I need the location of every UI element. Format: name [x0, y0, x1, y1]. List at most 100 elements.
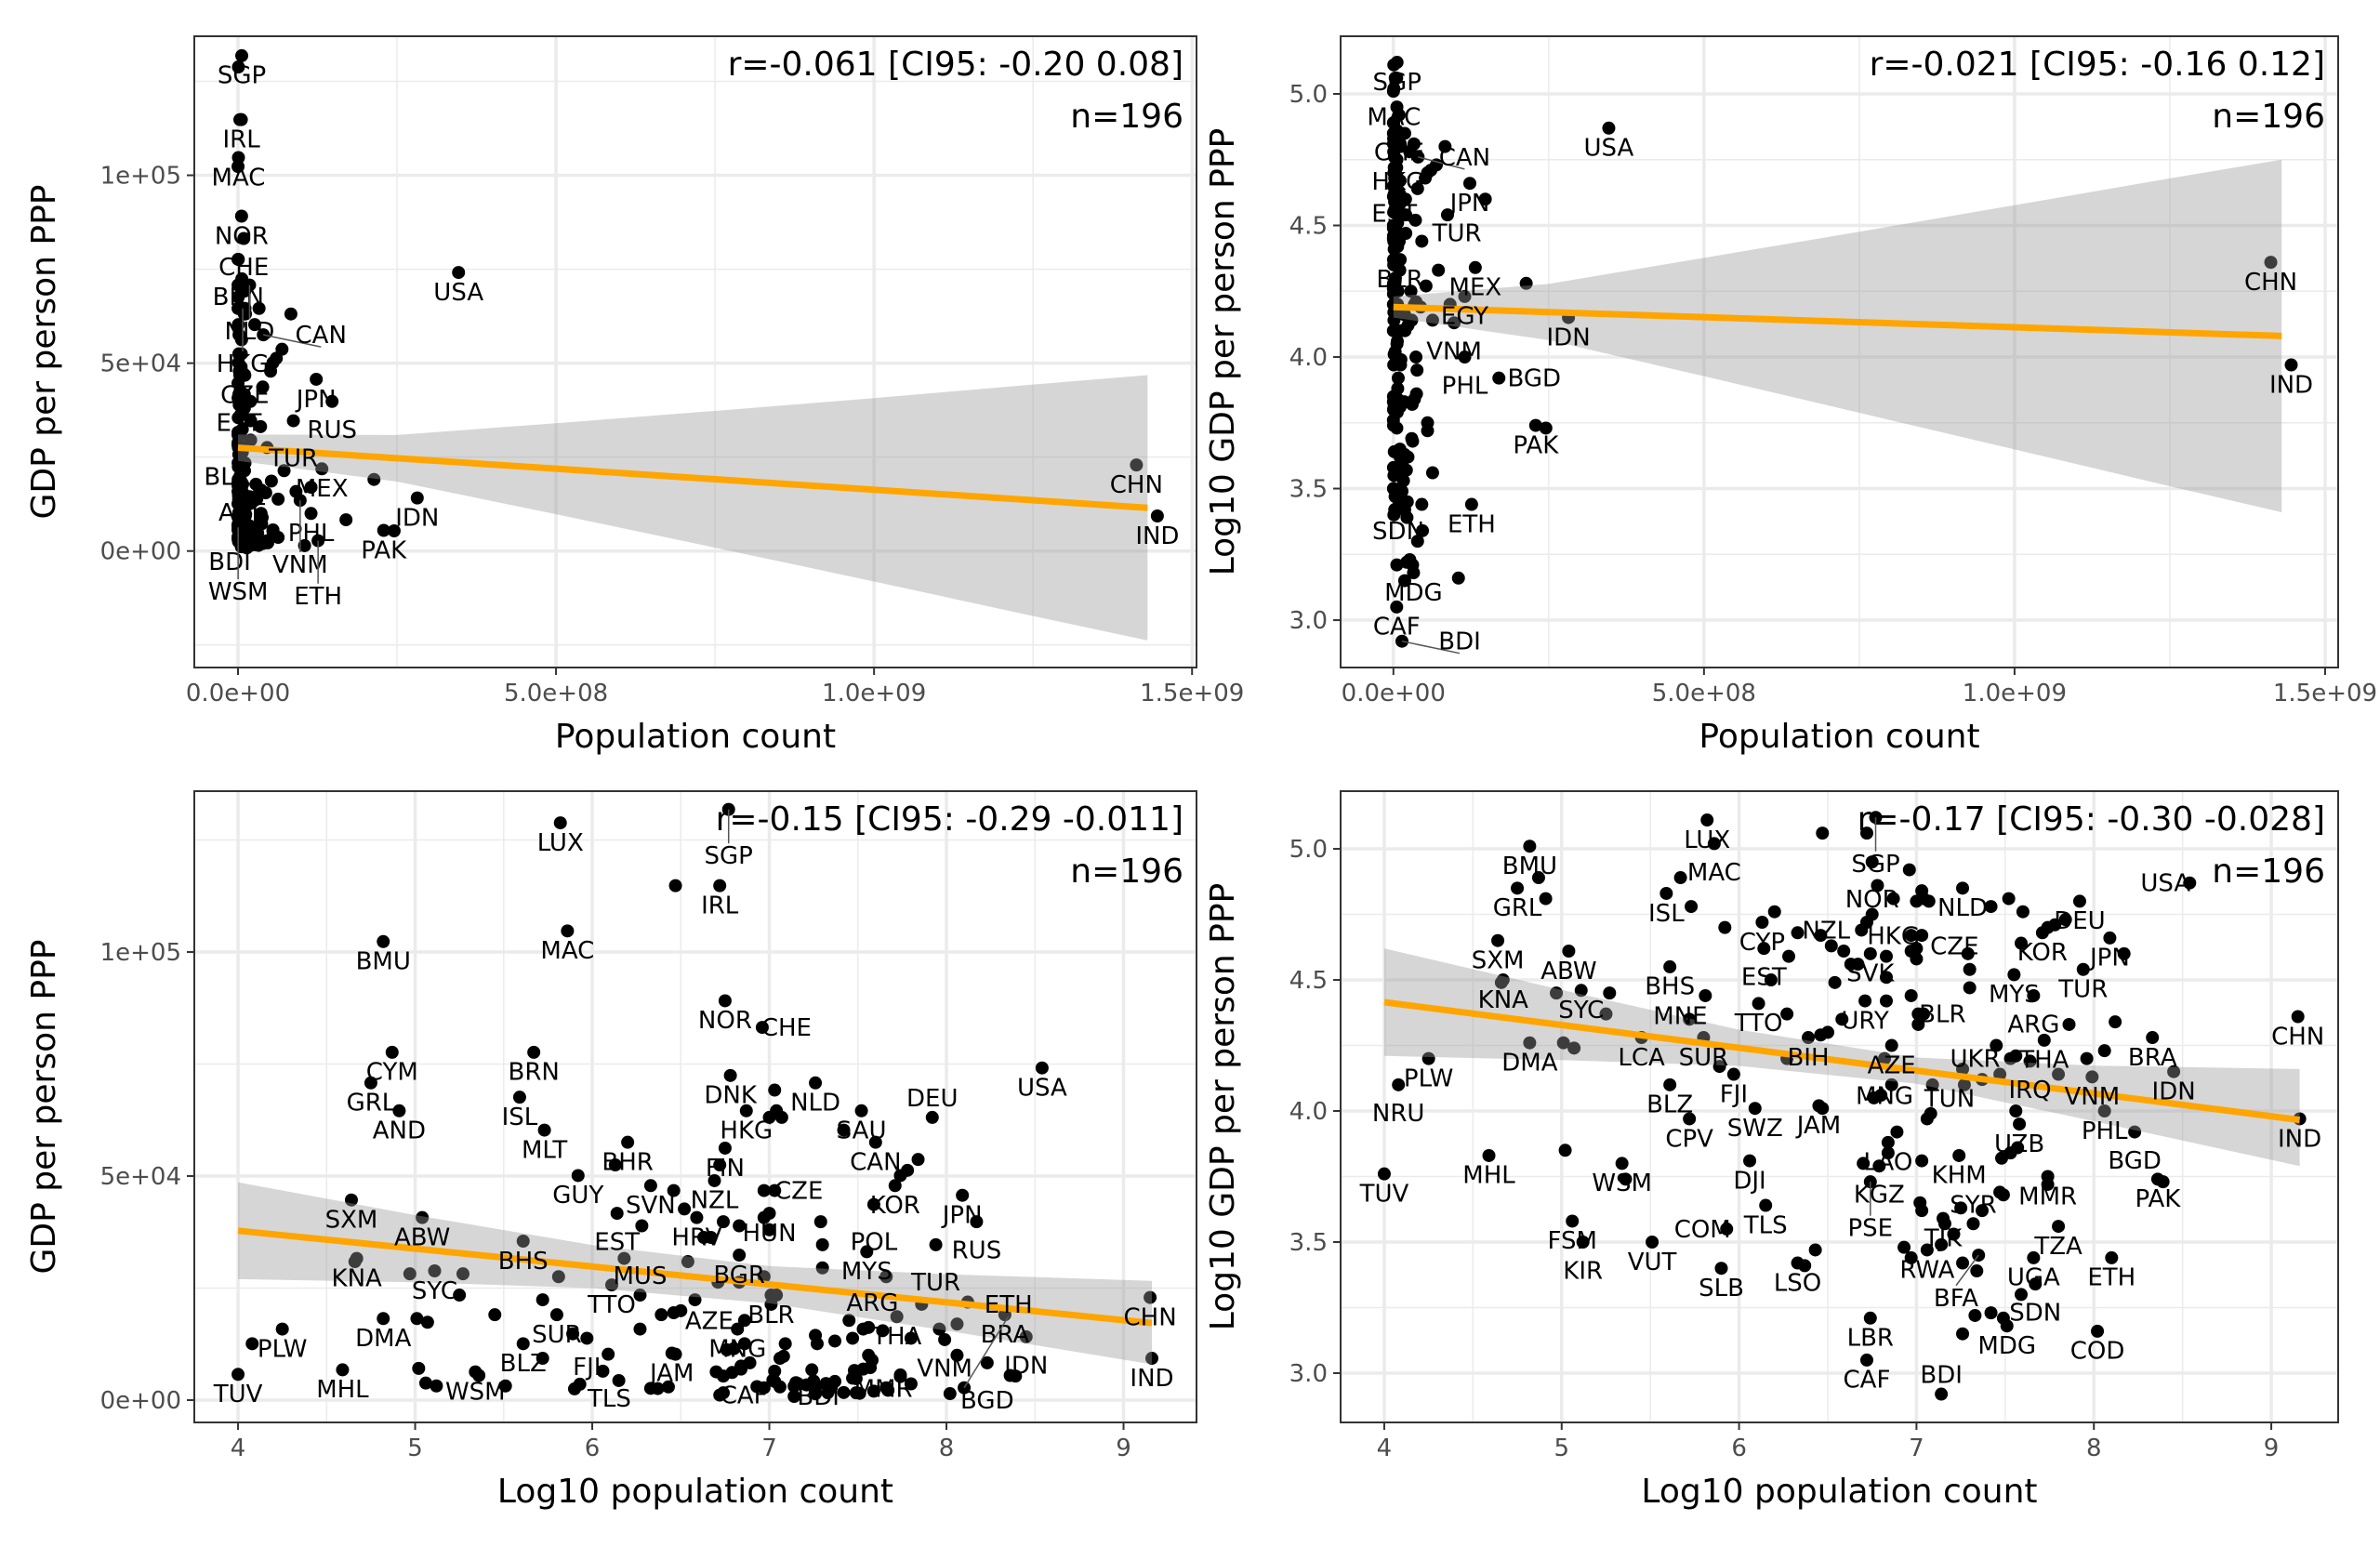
data-point-caf	[1859, 1353, 1873, 1367]
data-point-eth	[1464, 497, 1478, 511]
x-tick-label: 5.0e+08	[1652, 680, 1756, 707]
data-point-mys	[2007, 968, 2021, 982]
correlation-annotation: r=-0.15 [CI95: -0.29 -0.011]	[716, 800, 1183, 839]
data-point-bgd	[339, 513, 353, 527]
data-point-fji	[1387, 313, 1401, 327]
x-tick-label: 7	[761, 1435, 777, 1462]
data-point-blz	[1663, 1078, 1677, 1091]
data-point	[1410, 535, 1424, 549]
data-point	[846, 1331, 860, 1345]
panel-background	[194, 791, 1197, 1422]
data-point-eth	[2105, 1250, 2119, 1264]
x-axis-title: Population count	[555, 718, 836, 756]
data-point	[1814, 929, 1828, 943]
point-label: USA	[1584, 135, 1634, 163]
x-tick-label: 7	[1909, 1435, 1924, 1462]
data-point-egy	[1458, 289, 1472, 303]
data-point-che	[1392, 108, 1406, 122]
data-point-tls	[612, 1373, 626, 1387]
data-point-bgd	[980, 1355, 994, 1369]
confidence-band	[1383, 948, 2300, 1167]
data-point	[239, 508, 253, 522]
point-label: WSM	[445, 1378, 506, 1406]
data-point	[734, 1362, 748, 1376]
data-point-est	[610, 1207, 624, 1221]
data-point-slb	[1714, 1262, 1728, 1276]
point-label: VNM	[2064, 1083, 2120, 1111]
data-point-svk	[1863, 946, 1877, 960]
data-point-mys	[1408, 213, 1422, 227]
y-tick-label: 3.0	[1289, 607, 1328, 635]
point-label: USA	[433, 279, 483, 307]
point-label: TLS	[587, 1385, 631, 1413]
data-point-bgd	[1492, 371, 1506, 385]
point-label: CAN	[296, 322, 347, 350]
data-point-pak	[377, 523, 390, 537]
data-point-rwa	[773, 1380, 787, 1394]
data-point	[901, 1163, 915, 1177]
x-tick-label: 4	[231, 1435, 246, 1462]
data-point-cod	[1451, 571, 1465, 585]
data-point-bhs	[516, 1234, 530, 1248]
point-label: MNG	[708, 1335, 766, 1363]
point-label: JPN	[295, 386, 337, 414]
data-point	[348, 1255, 362, 1269]
data-point	[403, 1267, 416, 1281]
chart-panel-3: r=-0.15 [CI95: -0.29 -0.011] n=196 LUX SGP I…	[25, 790, 1197, 1511]
data-point-arg	[2027, 988, 2041, 1002]
data-point-aze	[737, 1314, 751, 1328]
data-point	[1976, 1204, 1990, 1218]
data-point-lux	[553, 816, 567, 830]
point-label: LUX	[1684, 826, 1730, 854]
data-point	[828, 1334, 842, 1348]
data-point-cym	[385, 1045, 399, 1059]
data-point-mne	[551, 1270, 565, 1284]
data-point-cpv	[536, 1352, 549, 1366]
data-point	[1828, 975, 1842, 989]
data-point-irq	[258, 486, 272, 500]
data-point-mac	[231, 151, 245, 165]
point-label: RUS	[952, 1237, 1002, 1265]
point-label: PHL	[2082, 1117, 2128, 1145]
x-tick-label: 1.5e+09	[2273, 680, 2377, 707]
data-point	[1398, 192, 1412, 206]
data-point-uga	[879, 1381, 893, 1395]
data-point-pol	[2014, 936, 2028, 950]
point-label: SVN	[626, 1192, 676, 1220]
data-point-uga	[2027, 1250, 2041, 1264]
data-point	[420, 1316, 434, 1329]
point-label: MYS	[1989, 981, 2040, 1009]
data-point	[1897, 1240, 1911, 1254]
point-label: DEU	[906, 1085, 958, 1113]
data-point-sur	[549, 1308, 563, 1322]
regression-line	[237, 1227, 1153, 1327]
data-point	[1550, 986, 1564, 1000]
data-point	[1403, 145, 1417, 159]
data-point	[678, 1202, 692, 1216]
point-label: BDI	[797, 1383, 840, 1411]
data-point-sau	[252, 301, 266, 315]
y-tick-label: 5.0	[1289, 81, 1328, 109]
data-point	[757, 1270, 771, 1284]
regression-line	[1393, 303, 2282, 339]
data-point-khm	[1952, 1148, 1966, 1162]
data-point	[733, 1219, 747, 1233]
regression-line	[1383, 998, 2301, 1124]
point-label: BMU	[356, 948, 411, 976]
point-label: ETH	[294, 583, 342, 611]
data-point	[1399, 226, 1413, 240]
correlation-annotation: r=-0.061 [CI95: -0.20 0.08]	[728, 46, 1183, 84]
data-point-pse	[1390, 421, 1404, 435]
data-point-mhl	[1482, 1148, 1496, 1162]
point-label: SLB	[1699, 1275, 1744, 1302]
data-point	[1393, 263, 1407, 277]
data-point-irl	[234, 112, 248, 126]
data-point	[1824, 939, 1838, 953]
data-point	[453, 1289, 467, 1302]
point-label: POL	[851, 1229, 898, 1257]
data-point-dma	[1523, 1036, 1537, 1050]
point-label: HKG	[217, 350, 270, 378]
data-point	[704, 1231, 718, 1245]
x-tick-label: 1.5e+09	[1140, 680, 1244, 707]
data-point-lbr	[1863, 1311, 1877, 1325]
